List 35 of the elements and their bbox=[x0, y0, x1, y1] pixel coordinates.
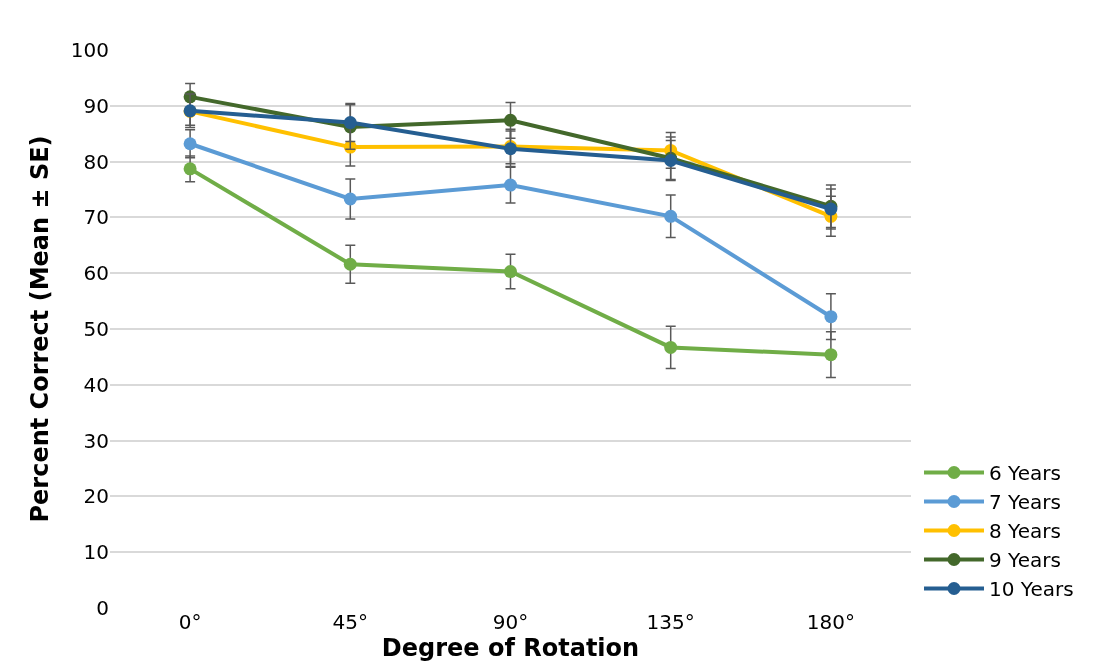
y-tick-label: 70 bbox=[83, 205, 109, 230]
legend-label: 9 Years bbox=[989, 548, 1061, 573]
legend-label: 7 Years bbox=[989, 490, 1061, 515]
y-tick-label: 0 bbox=[96, 596, 109, 620]
point bbox=[183, 162, 197, 176]
point bbox=[183, 137, 197, 151]
y-tick-label: 80 bbox=[83, 149, 109, 174]
point bbox=[504, 265, 517, 279]
point bbox=[664, 340, 678, 354]
point bbox=[504, 178, 517, 192]
point bbox=[824, 348, 838, 362]
y-tick-label: 20 bbox=[83, 484, 109, 509]
legend-label: 10 Years bbox=[989, 577, 1074, 602]
y-tick-label: 10 bbox=[83, 540, 109, 565]
point bbox=[664, 209, 678, 223]
y-tick-label: 90 bbox=[83, 93, 109, 118]
y-tick-label: 100 bbox=[70, 38, 109, 62]
y-axis-title: Percent Correct (Mean ± SE) bbox=[25, 135, 54, 523]
y-tick-label: 40 bbox=[83, 372, 109, 397]
point bbox=[343, 257, 357, 271]
x-axis-title: Degree of Rotation bbox=[381, 634, 640, 662]
legend-label: 6 Years bbox=[989, 461, 1061, 486]
legend-label: 8 Years bbox=[989, 519, 1061, 544]
y-tick-label: 30 bbox=[83, 428, 109, 453]
x-tick-label: 0° bbox=[178, 610, 202, 634]
x-tick-label: 180° bbox=[806, 610, 855, 634]
x-tick-label: 135° bbox=[646, 610, 695, 634]
y-tick-label: 60 bbox=[83, 261, 109, 286]
point bbox=[824, 310, 838, 324]
point bbox=[343, 192, 357, 206]
x-tick-label: 45° bbox=[332, 610, 369, 634]
point bbox=[343, 116, 357, 130]
x-tick-label: 90° bbox=[492, 610, 529, 634]
y-tick-label: 50 bbox=[83, 317, 109, 341]
point bbox=[504, 113, 517, 127]
